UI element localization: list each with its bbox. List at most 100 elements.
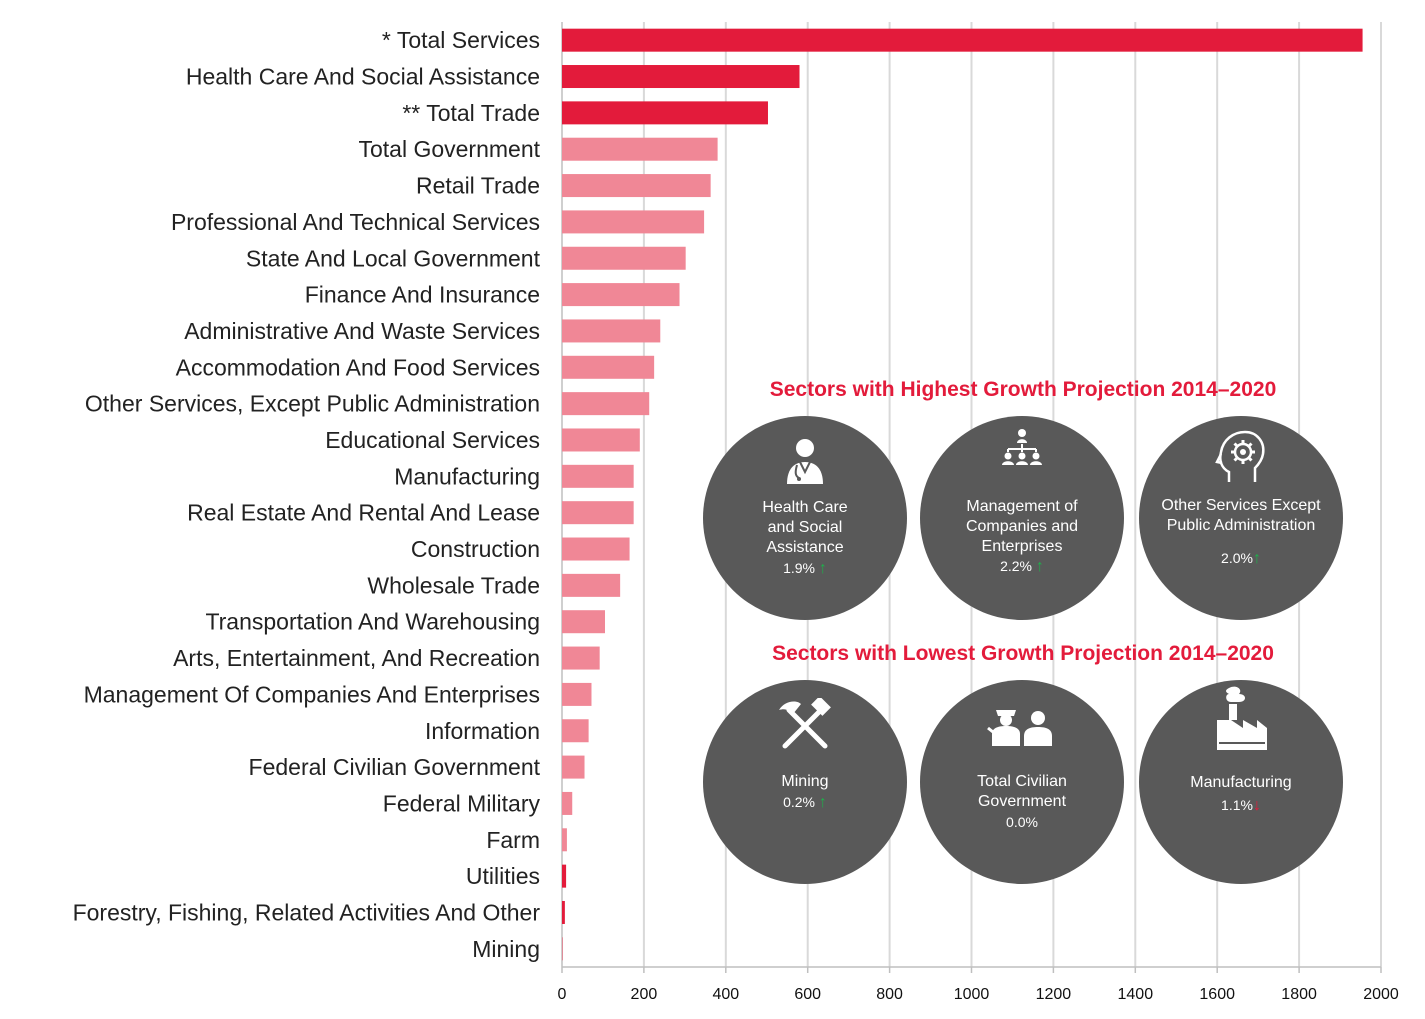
circle-name-line: Total Civilian xyxy=(977,773,1067,790)
circle-name-line: Companies and xyxy=(965,518,1079,535)
category-label: Arts, Entertainment, And Recreation xyxy=(173,645,540,671)
circle-manufacturing: Manufacturing 1.1%↓ xyxy=(1139,680,1343,884)
growth-percent: 0.2% xyxy=(783,794,816,810)
bar xyxy=(562,573,621,597)
x-tick-label: 600 xyxy=(794,986,821,1003)
bar xyxy=(562,246,686,270)
x-tick-label: 400 xyxy=(712,986,739,1003)
arrow-up-icon: ↑ xyxy=(1252,550,1261,567)
category-label: State And Local Government xyxy=(246,245,541,271)
growth-percent: 1.1% xyxy=(1221,797,1253,813)
bar xyxy=(562,210,705,234)
category-label: Other Services, Except Public Administra… xyxy=(85,391,540,417)
head-gear-icon xyxy=(1215,428,1267,489)
category-label: Mining xyxy=(472,936,540,962)
arrow-up-icon: ↑ xyxy=(818,560,827,577)
bar xyxy=(562,610,605,634)
bar xyxy=(562,28,1363,52)
bar xyxy=(562,537,630,561)
bar xyxy=(562,355,655,379)
bar xyxy=(562,791,573,815)
circle-name-line: Management of xyxy=(966,498,1078,515)
bar xyxy=(562,101,768,125)
x-tick-label: 200 xyxy=(631,986,658,1003)
category-label: Health Care And Social Assistance xyxy=(186,64,540,90)
circle-name-line: Manufacturing xyxy=(1190,774,1292,791)
x-tick-label: 1400 xyxy=(1118,986,1154,1003)
factory-icon xyxy=(1211,684,1271,757)
highest-growth-title: Sectors with Highest Growth Projection 2… xyxy=(769,378,1277,401)
circle-mining: Mining 0.2% ↑ xyxy=(703,680,907,884)
doctor-icon xyxy=(783,438,827,491)
category-label: Total Government xyxy=(358,136,540,162)
arrow-up-icon: ↑ xyxy=(818,794,827,811)
x-tick-label: 0 xyxy=(558,986,567,1003)
hierarchy-icon xyxy=(999,428,1045,471)
bar xyxy=(562,428,640,452)
bar xyxy=(562,65,800,89)
category-label: Information xyxy=(425,718,540,744)
bar xyxy=(562,319,661,343)
x-tick-label: 1200 xyxy=(1036,986,1072,1003)
circle-management: Management of Companies and Enterprises … xyxy=(920,416,1124,620)
circle-name-line: and Social xyxy=(767,519,843,536)
bar xyxy=(562,646,600,670)
category-label: Farm xyxy=(486,827,540,853)
x-tick-label: 2000 xyxy=(1363,986,1399,1003)
bar xyxy=(562,283,680,307)
category-label: Manufacturing xyxy=(394,463,540,489)
category-label: Educational Services xyxy=(325,427,540,453)
growth-percent: 2.0% xyxy=(1221,550,1253,566)
circle-name-line: Mining xyxy=(781,773,829,790)
x-tick-label: 1600 xyxy=(1199,986,1235,1003)
growth-percent: 0.0% xyxy=(1006,814,1038,830)
category-label: Wholesale Trade xyxy=(367,572,540,598)
category-label: Finance And Insurance xyxy=(305,282,540,308)
circle-other-services: Other Services Except Public Administrat… xyxy=(1139,416,1343,620)
category-label: Accommodation And Food Services xyxy=(176,354,540,380)
category-label: ** Total Trade xyxy=(402,100,540,126)
category-label: Real Estate And Rental And Lease xyxy=(187,500,540,526)
bar xyxy=(562,755,585,779)
arrow-up-icon: ↑ xyxy=(1035,558,1044,575)
x-tick-label: 1800 xyxy=(1281,986,1317,1003)
category-label: Construction xyxy=(411,536,540,562)
circle-health-care: Health Care and Social Assistance 1.9% ↑ xyxy=(703,416,907,620)
bar xyxy=(562,719,589,743)
circle-name-line: Health Care xyxy=(762,499,848,516)
arrow-down-icon: ↓ xyxy=(1252,797,1261,814)
growth-percent: 2.2% xyxy=(1000,558,1033,574)
bar xyxy=(562,464,634,488)
category-label: Administrative And Waste Services xyxy=(184,318,540,344)
hammer-pickaxe-icon xyxy=(775,696,835,755)
category-label: Federal Civilian Government xyxy=(249,754,541,780)
category-label: Utilities xyxy=(466,863,540,889)
category-label: Transportation And Warehousing xyxy=(205,609,540,635)
category-label: Retail Trade xyxy=(416,173,540,199)
bar xyxy=(562,828,567,852)
circle-name-line: Assistance xyxy=(766,539,844,556)
x-tick-label: 1000 xyxy=(954,986,990,1003)
bar xyxy=(562,900,565,924)
category-label: * Total Services xyxy=(382,27,540,53)
bar xyxy=(562,137,718,161)
lowest-growth-title: Sectors with Lowest Growth Projection 20… xyxy=(772,642,1274,665)
circle-name-line: Public Administration xyxy=(1166,517,1316,534)
circle-name-line: Other Services Except xyxy=(1161,497,1321,514)
bar xyxy=(562,501,634,525)
circle-name-line: Enterprises xyxy=(981,538,1063,555)
circle-name-line: Government xyxy=(977,793,1067,810)
category-label: Federal Military xyxy=(383,790,541,816)
circle-total-civilian-government: Total Civilian Government 0.0% xyxy=(920,680,1124,884)
bar xyxy=(562,174,711,198)
bar xyxy=(562,864,567,888)
x-tick-label: 800 xyxy=(876,986,903,1003)
category-label: Management Of Companies And Enterprises xyxy=(84,681,540,707)
category-label: Forestry, Fishing, Related Activities An… xyxy=(73,899,541,925)
bar xyxy=(562,682,592,706)
category-label: Professional And Technical Services xyxy=(171,209,540,235)
growth-percent: 1.9% xyxy=(783,560,816,576)
people-icon xyxy=(986,706,1058,751)
bar xyxy=(562,392,650,416)
